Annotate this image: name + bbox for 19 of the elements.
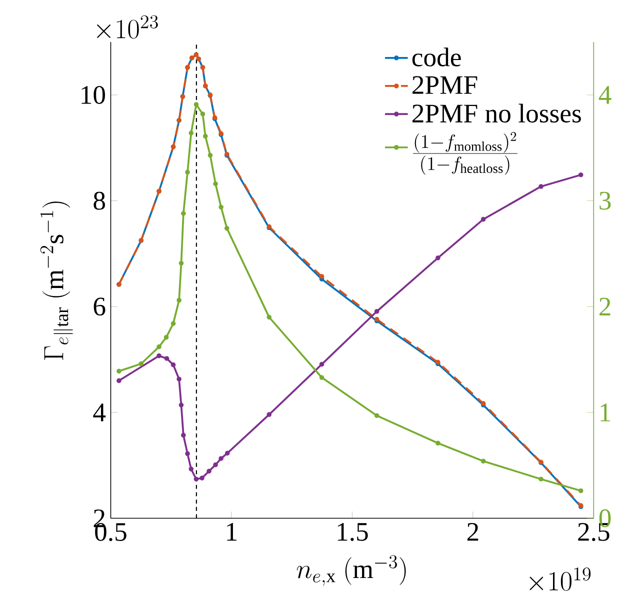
x-tick-label: 1.5 (338, 522, 368, 541)
y-tick-label: 8 (94, 192, 105, 210)
y2-tick-label: 1 (600, 404, 610, 422)
y2-tick-label: 3 (600, 192, 611, 210)
x-tick-label: 2 (467, 522, 478, 541)
x-tick-label: 1 (227, 522, 237, 541)
x-axis-title: $n_{e,\mathrm{x}}\ (\mathrm{m}^{-3})$ (296, 555, 406, 586)
legend-label: $\frac{(1-f_{\mathrm{momloss}})^2}{(1-f_{\mathrm{heatloss}})}$ (412, 132, 518, 175)
y2-tick-label: 2 (600, 298, 610, 316)
y2-tick-label: 4 (598, 86, 612, 104)
text: $\times10^{23}$ (97, 15, 158, 39)
legend-label: 2PMF (412, 76, 478, 94)
legend-label: 2PMF no losses (412, 104, 581, 123)
text: $\times10^{19}$ (530, 568, 591, 591)
y-tick-label: 10 (82, 86, 105, 104)
y-axis-title: $\Gamma_{e\|\mathrm{tar}}\ (\mathrm{m}^{-2}\mathrm{s}^{-1})$ (40, 202, 73, 360)
y-tick-label: 6 (94, 298, 106, 316)
y-tick-label: 4 (93, 404, 106, 422)
legend-label: code (412, 48, 461, 66)
